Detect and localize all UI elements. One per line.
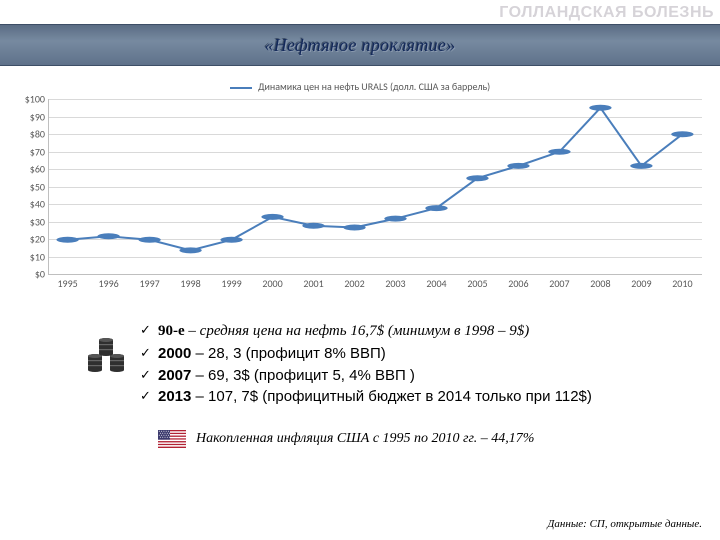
y-tick-label: $60 — [15, 163, 45, 176]
urals-price-chart: Динамика цен на нефть URALS (долл. США з… — [12, 80, 708, 300]
inflation-note: Накопленная инфляция США с 1995 по 2010 … — [196, 431, 534, 447]
x-tick-label: 2009 — [631, 277, 651, 290]
chart-legend: Динамика цен на нефть URALS (долл. США з… — [12, 80, 708, 93]
y-tick-label: $50 — [15, 180, 45, 193]
y-tick-label: $100 — [15, 93, 45, 106]
y-tick-label: $70 — [15, 145, 45, 158]
x-tick-label: 2005 — [467, 277, 487, 290]
bullet-list: 90-е – средняя цена на нефть 16,7$ (мини… — [140, 320, 690, 408]
y-tick-label: $20 — [15, 233, 45, 246]
x-tick-label: 2008 — [590, 277, 610, 290]
x-tick-label: 1995 — [57, 277, 77, 290]
y-tick-label: $0 — [15, 268, 45, 281]
legend-label: Динамика цен на нефть URALS (долл. США з… — [258, 80, 490, 93]
bullet-item: 2007 – 69, 3$ (профицит 5, 4% ВВП ) — [140, 365, 690, 387]
x-tick-label: 2003 — [385, 277, 405, 290]
x-tick-label: 1996 — [98, 277, 118, 290]
x-tick-label: 1997 — [139, 277, 159, 290]
oil-barrels-icon — [86, 336, 132, 376]
source-note: Данные: СП, открытые данные. — [547, 518, 702, 530]
title-band: «Нефтяное проклятие» — [0, 24, 720, 66]
bullet-item: 90-е – средняя цена на нефть 16,7$ (мини… — [140, 320, 690, 343]
us-flag-icon — [158, 430, 186, 448]
legend-line-swatch — [230, 87, 252, 89]
x-tick-label: 2001 — [303, 277, 323, 290]
x-tick-label: 2010 — [672, 277, 692, 290]
inflation-note-row: Накопленная инфляция США с 1995 по 2010 … — [158, 430, 690, 448]
bullet-item: 2013 – 107, 7$ (профицитный бюджет в 201… — [140, 386, 690, 408]
y-tick-label: $90 — [15, 110, 45, 123]
x-tick-label: 2002 — [344, 277, 364, 290]
y-tick-label: $30 — [15, 215, 45, 228]
x-axis-labels: 1995 1996 1997 1998 1999 2000 2001 2002 2003 2004… — [48, 277, 702, 291]
y-tick-label: $40 — [15, 198, 45, 211]
plot: $0$10$20$30$40$50$60$70$80$90$100 — [48, 99, 702, 275]
x-tick-label: 1999 — [221, 277, 241, 290]
x-tick-label: 1998 — [180, 277, 200, 290]
y-tick-label: $80 — [15, 128, 45, 141]
ghost-title: ГОЛЛАНДСКАЯ БОЛЕЗНЬ — [499, 4, 714, 22]
y-tick-label: $10 — [15, 250, 45, 263]
page-title: «Нефтяное проклятие» — [264, 35, 455, 56]
x-tick-label: 2007 — [549, 277, 569, 290]
x-tick-label: 2000 — [262, 277, 282, 290]
bullet-item: 2000 – 28, 3 (профицит 8% ВВП) — [140, 343, 690, 365]
x-tick-label: 2006 — [508, 277, 528, 290]
x-tick-label: 2004 — [426, 277, 446, 290]
